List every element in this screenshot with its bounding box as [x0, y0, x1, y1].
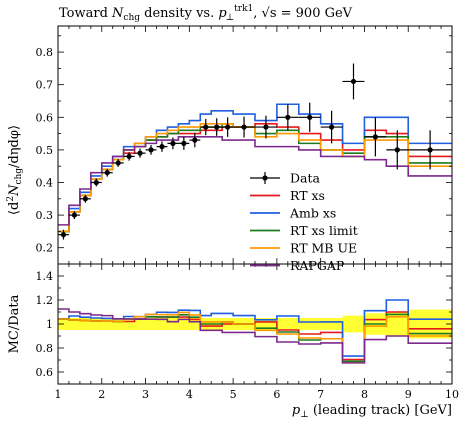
y-tick-label-main: 0.2 — [36, 242, 54, 255]
x-tick-label: 8 — [361, 388, 368, 401]
legend-item-rt-xs-limit: RT xs limit — [250, 223, 358, 238]
y-tick-label-main: 0.5 — [36, 144, 54, 157]
y-tick-label-ratio: 1.2 — [36, 294, 54, 307]
x-tick-label: 10 — [445, 388, 459, 401]
legend-label: RAPGAP — [290, 258, 344, 273]
data-point — [79, 194, 91, 203]
legend: Data RT xs Amb xs RT xs limit RT MB UE RAPGAP — [250, 171, 358, 273]
xlabel-post: (leading track) [GeV] — [309, 403, 452, 418]
legend-label: RT MB UE — [290, 241, 357, 256]
data-point — [255, 115, 277, 139]
y-tick-label-ratio: 0.6 — [36, 366, 54, 379]
data-point — [112, 159, 124, 167]
legend-item-amb-xs: Amb xs — [250, 206, 336, 221]
data-point — [408, 130, 452, 170]
data-point — [101, 168, 113, 177]
data-point — [200, 118, 212, 136]
x-tick-label: 3 — [142, 388, 149, 401]
x-tick-label: 4 — [186, 388, 193, 401]
data-point — [156, 141, 168, 152]
ylabel-sup: 2 — [6, 196, 16, 202]
title-n-sub: chg — [123, 13, 140, 23]
y-axis-label-ratio: MC/Data — [7, 294, 22, 353]
series-rt-mb-ue-line — [58, 123, 452, 233]
data-point — [58, 229, 69, 240]
ratio-panel: 1 2 3 4 5 6 7 8 9 10 0.6 0.8 1 1.2 1.4 — [36, 263, 459, 401]
y-tick-label-main: 0.4 — [36, 176, 54, 189]
y-axis-label-main: ⟨d2Nchg/dηdφ⟩ — [6, 125, 24, 215]
data-point — [189, 132, 201, 148]
ratio-rapgap-line — [58, 308, 452, 364]
legend-item-rapgap: RAPGAP — [250, 258, 344, 273]
title-post: , √s = 900 GeV — [253, 6, 352, 21]
data-point — [211, 118, 223, 136]
ylabel-n: N — [7, 184, 22, 197]
y-tick-label-ratio: 1.4 — [36, 270, 54, 283]
ylabel-post: /dηdφ⟩ — [7, 125, 22, 168]
data-point — [364, 117, 387, 157]
legend-label: RT xs limit — [290, 223, 358, 238]
data-point — [178, 136, 190, 150]
y-tick-label-main: 0.3 — [36, 209, 54, 222]
title-p-sup: trk1 — [234, 4, 253, 14]
y-tick-label-ratio: 0.8 — [36, 342, 54, 355]
data-point — [233, 116, 255, 138]
title-mid: density vs. — [140, 6, 218, 21]
title-n: N — [111, 6, 124, 21]
legend-item-rt-xs: RT xs — [250, 188, 325, 203]
ylabel-pre: ⟨d — [7, 202, 22, 215]
data-point — [222, 117, 234, 137]
data-point — [134, 148, 146, 158]
legend-label: RT xs — [290, 188, 325, 203]
data-point — [276, 104, 299, 131]
x-tick-label: 9 — [405, 388, 412, 401]
title-p: p — [218, 6, 227, 21]
title-pre: Toward — [59, 6, 112, 21]
ratio-amb-xs-line — [58, 299, 452, 357]
legend-item-rt-mb-ue: RT MB UE — [250, 241, 357, 256]
x-tick-label: 2 — [98, 388, 105, 401]
y-tick-label-main: 0.8 — [36, 46, 54, 59]
x-tick-label: 6 — [273, 388, 280, 401]
title-p-sub: ⊥ — [226, 13, 234, 23]
data-point — [123, 152, 135, 161]
data-point — [90, 178, 102, 187]
x-tick-label: 1 — [55, 388, 62, 401]
xlabel-sub: ⊥ — [300, 410, 308, 420]
main-panel: 0.2 0.3 0.4 0.5 0.6 0.7 0.8 — [36, 25, 453, 384]
legend-item-data: Data — [250, 171, 320, 186]
x-tick-label: 5 — [230, 388, 237, 401]
y-tick-label-main: 0.7 — [36, 79, 54, 92]
data-point — [320, 110, 343, 144]
xlabel-p: p — [292, 403, 301, 418]
data-point — [298, 102, 321, 132]
legend-label: Data — [290, 171, 320, 186]
data-point — [145, 145, 157, 155]
data-point — [68, 211, 80, 220]
y-tick-label-main: 0.6 — [36, 111, 54, 124]
data-point — [167, 137, 179, 150]
legend-label: Amb xs — [289, 206, 336, 221]
chart-title: Toward Nchg density vs. p⊥trk1, √s = 900… — [59, 4, 353, 23]
ylabel-sub: chg — [14, 168, 24, 185]
data-point — [342, 63, 365, 100]
y-tick-label-ratio: 1 — [46, 318, 53, 331]
x-tick-label: 7 — [317, 388, 324, 401]
x-axis-label: p⊥ (leading track) [GeV] — [292, 403, 452, 420]
data-point — [386, 130, 409, 170]
